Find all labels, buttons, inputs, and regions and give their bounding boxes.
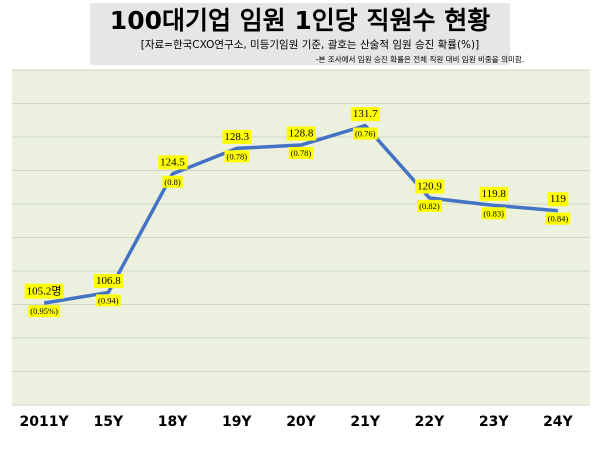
rate-label: (0.94) — [98, 295, 119, 305]
x-tick-label: 23Y — [479, 414, 509, 430]
rate-label: (0.95%) — [30, 306, 58, 316]
rate-label-box — [481, 207, 507, 220]
rate-label-box — [545, 212, 571, 225]
rate-label: (0.82) — [419, 201, 440, 211]
value-label: 105.2명 — [27, 285, 62, 298]
rate-label-box — [352, 127, 378, 140]
rate-label-box — [417, 199, 442, 212]
value-label-box — [93, 273, 124, 288]
rate-label: (0.76) — [355, 129, 376, 139]
rate-label: (0.84) — [548, 214, 569, 224]
value-label: 106.8 — [96, 275, 121, 287]
value-label: 119 — [550, 193, 567, 205]
rate-label: (0.78) — [227, 151, 248, 161]
chart-subtitle: [자료=한국CXO연구소, 미등기임원 기준, 괄호는 산술적 임원 승진 확률… — [141, 38, 479, 51]
rate-label-box — [224, 150, 250, 163]
value-label-box — [350, 107, 381, 122]
value-label-box — [24, 283, 64, 299]
value-label-box — [286, 126, 316, 141]
x-tick-label: 2011Y — [20, 414, 70, 430]
value-label: 120.9 — [417, 181, 442, 193]
x-tick-label: 20Y — [286, 414, 316, 430]
value-label-box — [222, 129, 252, 144]
x-tick-label: 21Y — [350, 414, 380, 430]
value-label-box — [547, 192, 569, 207]
x-tick-label: 15Y — [94, 414, 124, 430]
value-label-box — [415, 179, 445, 194]
rate-label-box — [28, 305, 61, 318]
chart-note: -본 조사에서 임원 승진 확률은 전체 직원 대비 임원 비중을 의미함. — [316, 54, 524, 64]
x-tick-label: 18Y — [158, 414, 188, 430]
chart-title: 100대기업 임원 1인당 직원수 현황 — [110, 6, 490, 35]
rate-label-box — [162, 175, 183, 188]
rate-label: (0.78) — [291, 148, 312, 158]
value-label: 124.5 — [160, 156, 185, 168]
rate-label: (0.83) — [483, 208, 504, 218]
value-label: 131.7 — [353, 108, 378, 120]
x-tick-label: 22Y — [415, 414, 445, 430]
x-tick-label: 24Y — [543, 414, 573, 430]
x-tick-label: 19Y — [222, 414, 252, 430]
rate-label-box — [288, 146, 314, 159]
rate-label: (0.8) — [164, 177, 180, 187]
value-label: 119.8 — [481, 188, 506, 200]
value-label-box — [158, 155, 188, 170]
title-background — [90, 3, 510, 65]
value-label: 128.8 — [289, 128, 314, 140]
value-label: 128.3 — [224, 131, 249, 143]
value-label-box — [479, 186, 509, 201]
rate-label-box — [96, 294, 121, 307]
